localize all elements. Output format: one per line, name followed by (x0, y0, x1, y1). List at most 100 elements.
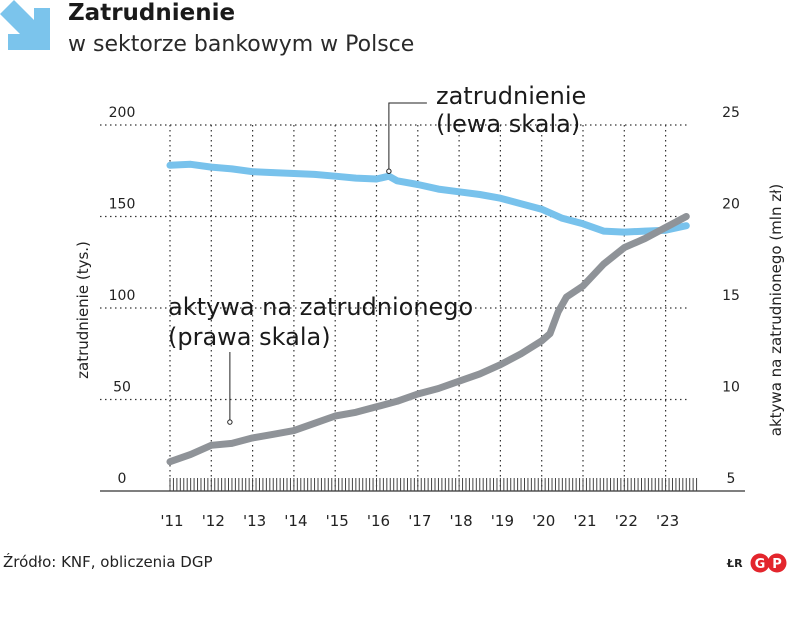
y-right-tick-label: 5 (727, 471, 736, 487)
brand-circle-left (750, 553, 770, 573)
series-employment-point (166, 162, 174, 169)
annotation-dot-assets (227, 419, 233, 425)
series-assets-point (352, 409, 360, 416)
y-left-tick-label: 50 (113, 380, 131, 396)
x-tick-label: '20 (532, 512, 555, 530)
series-employment-point (270, 169, 277, 176)
series-employment-point (621, 228, 628, 236)
series-employment-point (476, 191, 483, 198)
series-assets-point (517, 350, 525, 357)
chart-canvas: 0 50 100 150 200 5 10 15 20 25 '11 '12 '13 '14 '15 '16 '… (74, 82, 785, 530)
series-label-employment: (lewa skala) (436, 110, 580, 138)
brand-glyph-right: P (772, 557, 782, 572)
series-employment-point (311, 171, 318, 178)
x-tick-label: '22 (615, 512, 638, 530)
series-assets-point (546, 330, 554, 337)
series-assets-point (435, 385, 442, 392)
series-assets-point (563, 293, 570, 301)
x-tick-label: '13 (243, 512, 266, 530)
series-assets-point (166, 458, 174, 465)
author-initials: ŁR (727, 557, 743, 570)
y-left-tick-label: 200 (109, 105, 136, 121)
y-left-tick-label: 100 (109, 288, 136, 304)
series-assets-point (249, 434, 256, 442)
x-tick-label: '12 (202, 512, 225, 530)
series-assets-point (476, 370, 483, 378)
series-label-assets: aktywa na zatrudnionego (168, 293, 473, 321)
series-assets-point (373, 403, 380, 410)
arrow-logo-shape (0, 0, 50, 50)
y-right-tick-label: 25 (722, 105, 740, 121)
series-assets-point (270, 431, 277, 438)
arrow-logo-icon (0, 0, 50, 50)
series-employment-point (208, 163, 215, 171)
series-employment-point (579, 220, 587, 227)
series-assets-point (332, 412, 339, 420)
series-assets-point (455, 378, 463, 385)
brand-glyph-left: G (755, 557, 766, 572)
series-assets-point (311, 420, 318, 427)
source-note: Źródło: KNF, obliczenia DGP (3, 553, 213, 571)
series-employment-point (600, 227, 607, 235)
series-employment-point (187, 161, 194, 168)
series-assets-point (187, 451, 194, 458)
brand-circle-right (767, 553, 787, 573)
series-employment-point (352, 174, 360, 182)
y-right-tick-label: 15 (722, 288, 740, 304)
x-tick-label: '21 (573, 512, 596, 530)
series-assets-point (497, 361, 504, 368)
series-assets-point (290, 427, 298, 434)
series-employment-point (517, 200, 525, 207)
brand-logo-icon: G P (750, 553, 787, 573)
x-tick-label: '19 (491, 512, 514, 530)
series-assets-point (621, 244, 628, 251)
chart-title: Zatrudnienie (68, 0, 236, 26)
y-right-tick-label: 20 (722, 197, 740, 213)
series-assets-point (414, 390, 421, 398)
series-assets-point (393, 398, 401, 405)
series-assets-point (538, 337, 545, 345)
series-employment-point (497, 195, 504, 202)
annotation-dot-employment (386, 168, 392, 174)
series-employment-point (393, 177, 401, 184)
y-left-tick-label: 150 (109, 197, 136, 213)
series-assets-point (683, 213, 690, 220)
series-assets-point (579, 282, 587, 290)
series-assets-line (166, 213, 690, 466)
series-label-assets: (prawa skala) (168, 323, 331, 351)
series-employment-point (435, 185, 442, 193)
series-employment-line (166, 160, 690, 236)
series-assets-point (228, 440, 236, 447)
series-employment-point (249, 168, 256, 175)
x-tick-label: '18 (449, 512, 472, 530)
annotation-leader-employment (388, 102, 427, 172)
series-employment-point (559, 215, 566, 222)
series-employment-point (641, 227, 649, 235)
x-tick-label: '17 (408, 512, 431, 530)
series-employment-point (385, 173, 393, 180)
series-assets-point (641, 235, 649, 242)
y-left-tick-label: 0 (118, 471, 127, 487)
series-employment-point (290, 170, 298, 177)
series-employment-point (332, 173, 339, 180)
series-employment-point (228, 165, 236, 173)
series-employment-point (538, 206, 545, 213)
series-employment-point (373, 175, 380, 183)
series-assets-point (662, 224, 669, 231)
series-employment-point (683, 222, 690, 229)
series-label-employment: zatrudnienie (436, 82, 586, 110)
x-tick-label: '16 (367, 512, 390, 530)
x-tick-label: '23 (656, 512, 679, 530)
y-right-tick-label: 10 (722, 380, 740, 396)
y-left-axis-title: zatrudnienie (tys.) (74, 241, 92, 379)
x-tick-label: '14 (284, 512, 307, 530)
x-tick-label: '15 (326, 512, 349, 530)
series-employment-point (455, 188, 463, 195)
series-assets-point (600, 260, 607, 268)
x-tick-label: '11 (160, 512, 183, 530)
chart-subtitle: w sektorze bankowym w Polsce (68, 32, 415, 57)
series-employment-point (414, 181, 421, 188)
series-assets-point (208, 442, 215, 449)
y-right-axis-title: aktywa na zatrudnionego (mln zł) (767, 184, 785, 436)
series-assets-point (555, 308, 562, 315)
